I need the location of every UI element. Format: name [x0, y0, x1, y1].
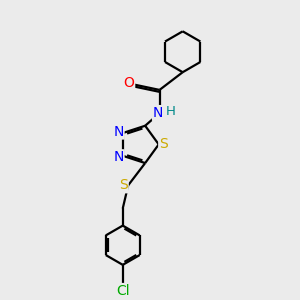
Text: S: S — [119, 178, 128, 192]
Text: O: O — [123, 76, 134, 90]
Text: N: N — [153, 106, 164, 120]
Text: N: N — [113, 150, 124, 164]
Text: N: N — [113, 124, 124, 139]
Text: Cl: Cl — [116, 284, 130, 298]
Text: S: S — [159, 137, 168, 152]
Text: H: H — [166, 105, 176, 118]
